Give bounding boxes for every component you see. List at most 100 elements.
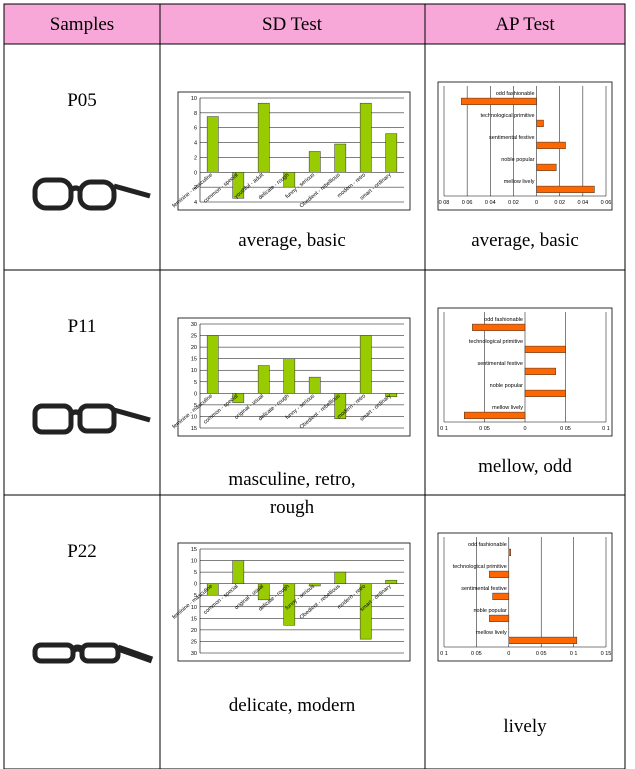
- bar: [492, 592, 510, 600]
- x-tick-label: 0 1: [440, 651, 448, 657]
- sd-caption: masculine, retro, rough: [228, 469, 355, 518]
- sample-id: P22: [67, 541, 97, 562]
- category-label: sentimental festive: [461, 586, 507, 592]
- y-tick-label: 30: [191, 322, 197, 328]
- category-label: mellow lively: [504, 179, 535, 185]
- x-tick-label: 0: [535, 200, 538, 206]
- y-tick-label: 15: [191, 547, 197, 553]
- y-tick-label: 6: [194, 126, 197, 132]
- x-tick-label: 0 06: [601, 200, 612, 206]
- category-label: mellow lively: [476, 630, 507, 636]
- y-tick-label: 15: [191, 616, 197, 622]
- bar: [257, 365, 270, 394]
- bar: [536, 163, 557, 171]
- bar: [489, 570, 510, 578]
- bar: [385, 579, 398, 584]
- bar: [524, 389, 566, 397]
- y-tick-label: 10: [191, 414, 197, 420]
- bar: [524, 367, 557, 375]
- category-label: sentimental festive: [489, 135, 535, 141]
- category-label: technological primitive: [453, 564, 507, 570]
- ap-caption: lively: [503, 716, 547, 737]
- y-tick-label: 4: [194, 200, 197, 206]
- bar: [308, 376, 321, 394]
- bar: [206, 335, 219, 394]
- y-tick-label: 5: [194, 380, 197, 386]
- bar: [232, 172, 245, 199]
- x-tick-label: 0: [507, 651, 510, 657]
- bar: [508, 636, 578, 644]
- y-tick-label: 25: [191, 334, 197, 340]
- y-tick-label: 15: [191, 426, 197, 432]
- category-label: sentimental festive: [477, 361, 523, 367]
- y-tick-label: 2: [194, 155, 197, 161]
- ap-caption: average, basic: [471, 230, 579, 251]
- bar: [464, 411, 526, 419]
- bar: [232, 393, 245, 403]
- bar: [206, 116, 219, 173]
- y-tick-label: 10: [191, 368, 197, 374]
- bar: [524, 345, 566, 353]
- bar: [489, 614, 510, 622]
- bar: [257, 102, 270, 173]
- x-tick-label: 0 05: [560, 426, 571, 432]
- header-bg: [4, 4, 625, 44]
- y-tick-label: 0: [194, 170, 197, 176]
- x-tick-label: 0 1: [440, 426, 448, 432]
- category-label: mellow lively: [492, 405, 523, 411]
- x-tick-label: 0 06: [462, 200, 473, 206]
- bar: [536, 119, 544, 127]
- bar: [308, 151, 321, 173]
- header-cell: SD Test: [262, 14, 323, 35]
- bar: [206, 583, 219, 596]
- sd-caption: delicate, modern: [229, 695, 356, 716]
- category-label: odd fashionable: [468, 542, 507, 548]
- bar: [283, 583, 296, 626]
- x-tick-label: 0 05: [471, 651, 482, 657]
- bar: [359, 583, 372, 640]
- category-label: noble popular: [501, 157, 535, 163]
- category-label: odd fashionable: [484, 317, 523, 323]
- y-tick-label: 8: [194, 111, 197, 117]
- y-tick-label: 5: [194, 570, 197, 576]
- bar: [359, 335, 372, 394]
- y-tick-label: 20: [191, 628, 197, 634]
- y-tick-label: 20: [191, 345, 197, 351]
- y-tick-label: 25: [191, 639, 197, 645]
- ap-caption: mellow, odd: [478, 456, 572, 477]
- bar: [385, 133, 398, 173]
- bar: [232, 560, 245, 584]
- header-cell: Samples: [50, 14, 114, 35]
- x-tick-label: 0 1: [570, 651, 578, 657]
- category-label: odd fashionable: [496, 91, 535, 97]
- bar: [536, 141, 566, 149]
- y-tick-label: 15: [191, 357, 197, 363]
- bar: [334, 393, 347, 420]
- bar: [257, 583, 270, 601]
- bar: [334, 571, 347, 584]
- y-tick-label: 10: [191, 559, 197, 565]
- bar: [461, 97, 537, 105]
- x-tick-label: 0 08: [439, 200, 450, 206]
- bar: [308, 583, 321, 587]
- category-label: technological primitive: [480, 113, 534, 119]
- y-tick-label: 30: [191, 651, 197, 657]
- x-tick-label: 0 05: [479, 426, 490, 432]
- y-tick-label: 10: [191, 605, 197, 611]
- x-tick-label: 0 02: [508, 200, 519, 206]
- bar: [472, 323, 526, 331]
- category-label: noble popular: [490, 383, 524, 389]
- bar: [334, 143, 347, 173]
- y-tick-label: 10: [191, 96, 197, 102]
- y-tick-label: 5: [194, 403, 197, 409]
- bar: [385, 393, 398, 398]
- x-tick-label: 0 04: [577, 200, 588, 206]
- y-tick-label: 2: [194, 185, 197, 191]
- bar: [508, 548, 511, 556]
- sample-id: P11: [68, 316, 97, 337]
- sample-id: P05: [67, 90, 97, 111]
- x-tick-label: 0 15: [601, 651, 612, 657]
- x-tick-label: 0: [523, 426, 526, 432]
- x-tick-label: 0 02: [554, 200, 565, 206]
- y-tick-label: 5: [194, 593, 197, 599]
